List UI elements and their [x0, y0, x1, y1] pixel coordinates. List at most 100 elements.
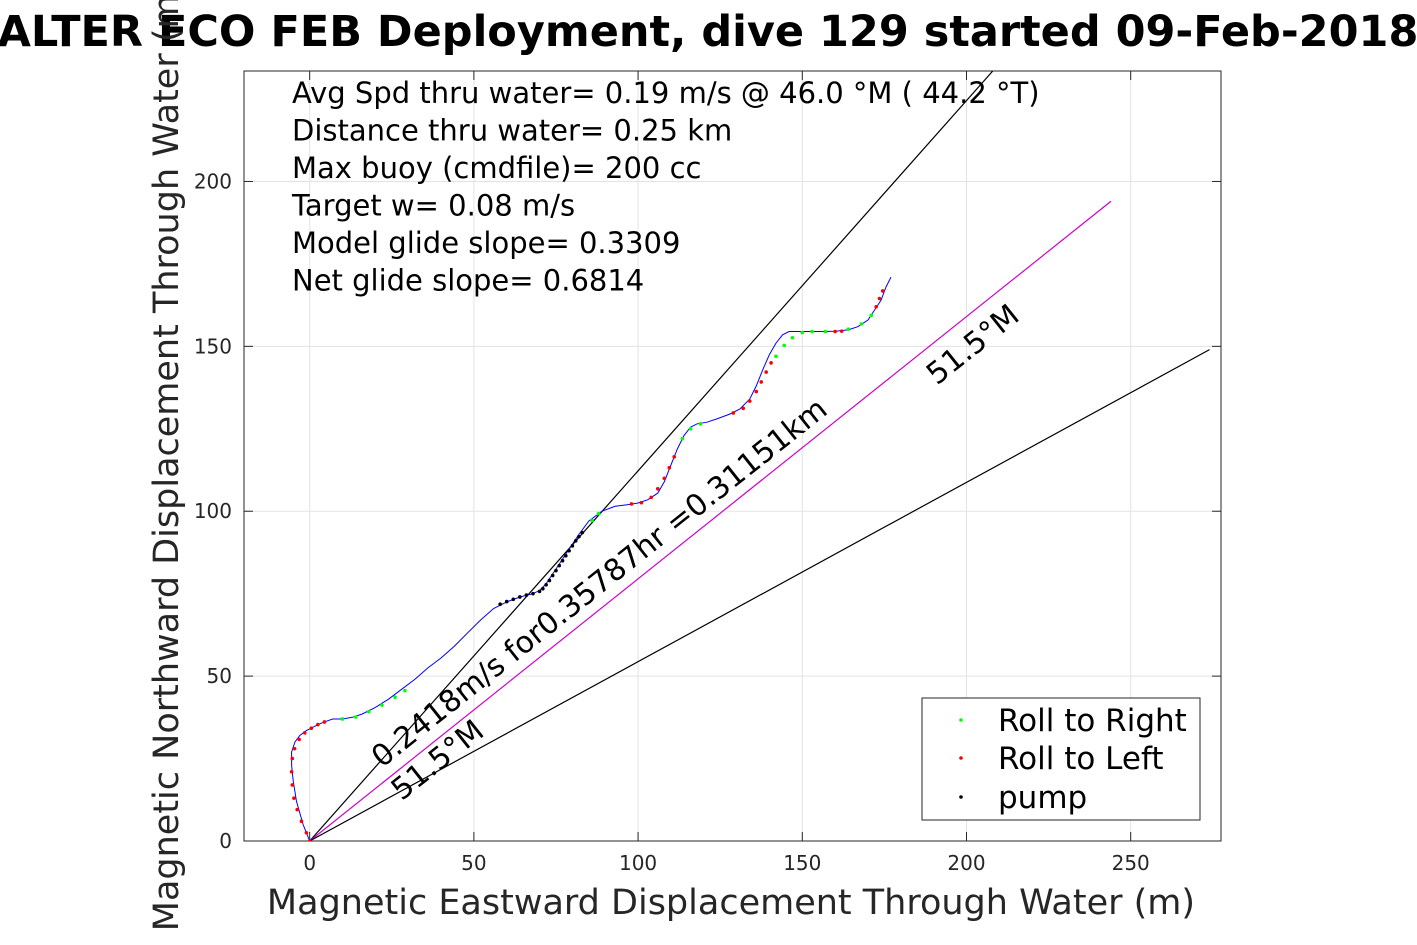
- pump-point: [544, 582, 548, 587]
- roll-to-left-point: [877, 296, 882, 301]
- roll-to-right-point: [353, 715, 358, 719]
- roll-to-left-point: [316, 722, 320, 727]
- y-tick-label: 100: [194, 499, 232, 523]
- roll-to-left-point: [759, 380, 764, 384]
- legend-label-roll-right: Roll to Right: [998, 703, 1187, 739]
- roll-to-left-point: [292, 796, 296, 800]
- roll-to-right-point: [800, 330, 805, 335]
- roll-to-left-point: [295, 807, 300, 812]
- x-tick-label: 0: [303, 851, 316, 875]
- roll-to-left-point: [747, 399, 752, 403]
- axis-ticks: 0 50 100 150 200 250 0 50 100 150 200: [194, 71, 1221, 875]
- x-axis-label: Magnetic Eastward Displacement Through W…: [267, 883, 1195, 923]
- x-tick-label: 150: [783, 851, 821, 875]
- roll-to-left-point: [769, 361, 773, 365]
- roll-to-left-point: [290, 783, 295, 787]
- x-tick-label: 250: [1112, 851, 1150, 875]
- legend-marker-roll-right: [959, 718, 963, 722]
- upper-bound-line: [309, 71, 994, 841]
- roll-to-right-point: [782, 343, 787, 348]
- grid: [244, 71, 1221, 842]
- stat-line: Model glide slope= 0.3309: [292, 226, 680, 260]
- track-line: [291, 276, 892, 841]
- roll-to-left-point: [297, 737, 301, 742]
- roll-to-right-point: [823, 329, 828, 334]
- pump-point: [537, 589, 542, 594]
- y-tick-label: 0: [219, 829, 232, 853]
- roll-to-left-point: [754, 389, 759, 394]
- legend-marker-pump: [959, 795, 963, 799]
- roll-to-left-point: [304, 830, 309, 835]
- y-tick-label: 200: [194, 169, 232, 193]
- pump-point: [567, 549, 571, 553]
- roll-to-left-point: [292, 746, 297, 751]
- chart-title: ALTER ECO FEB Deployment, dive 129 start…: [0, 7, 1417, 57]
- roll-to-left-point: [639, 500, 644, 505]
- roll-to-left-point: [290, 756, 295, 761]
- roll-to-right-point: [596, 511, 601, 516]
- stat-line: Avg Spd thru water= 0.19 m/s @ 46.0 °M (…: [292, 76, 1040, 110]
- pump-point: [557, 563, 562, 568]
- roll-to-right-point: [810, 329, 814, 334]
- dive-stats: Avg Spd thru water= 0.19 m/s @ 46.0 °M (…: [291, 76, 1040, 298]
- y-axis-label: Magnetic Northward Displacement Through …: [147, 0, 187, 931]
- stat-line: Max buoy (cmdfile)= 200 cc: [292, 151, 701, 185]
- roll-to-right-point: [698, 422, 703, 426]
- pump-point: [518, 595, 522, 599]
- pump-point: [550, 573, 555, 578]
- roll-to-left-point: [741, 406, 745, 411]
- legend-label-pump: pump: [998, 780, 1087, 816]
- roll-to-left-point: [307, 839, 312, 841]
- roll-to-left-point: [874, 304, 878, 309]
- x-tick-label: 50: [461, 851, 486, 875]
- roll-to-right-point: [590, 518, 594, 523]
- roll-to-left-point: [833, 329, 837, 334]
- y-tick-label: 150: [194, 334, 232, 358]
- legend-marker-roll-left: [959, 756, 963, 760]
- roll-to-right-point: [774, 354, 778, 359]
- pump-point: [580, 530, 585, 535]
- roll-to-right-point: [380, 703, 384, 707]
- roll-to-right-point: [340, 717, 345, 721]
- legend-box: [921, 697, 1201, 821]
- roll-to-left-point: [649, 495, 654, 500]
- reference-lines: [309, 71, 1210, 841]
- roll-to-right-point: [403, 688, 407, 693]
- roll-to-left-point: [309, 726, 314, 731]
- roll-to-right-point: [680, 436, 685, 441]
- stat-line: Distance thru water= 0.25 km: [292, 114, 732, 148]
- heading-line-line: [309, 200, 1112, 841]
- stat-line: Target w= 0.08 m/s: [291, 189, 575, 223]
- series-layer: [289, 276, 892, 841]
- roll-to-left-point: [322, 720, 327, 724]
- roll-to-left-point: [289, 769, 294, 774]
- x-tick-label: 200: [947, 851, 985, 875]
- pump-point: [564, 553, 568, 558]
- pump-point: [498, 602, 502, 607]
- roll-to-left-point: [839, 329, 844, 333]
- roll-to-left-point: [667, 465, 672, 470]
- pump-point: [531, 591, 535, 596]
- roll-to-left-point: [764, 370, 768, 374]
- pump-point: [541, 586, 545, 591]
- roll-to-left-point: [880, 289, 885, 293]
- legend-label-roll-left: Roll to Left: [998, 741, 1164, 777]
- roll-to-right-point: [688, 426, 693, 431]
- pump-point: [511, 597, 516, 602]
- y-tick-label: 50: [207, 664, 232, 688]
- roll-to-right-point: [393, 695, 397, 700]
- roll-to-left-point: [662, 476, 667, 481]
- roll-to-left-point: [299, 819, 304, 824]
- pump-point: [554, 568, 558, 573]
- pump-point: [577, 534, 581, 539]
- legend: Roll to Right Roll to Left pump: [921, 697, 1201, 821]
- pump-point: [504, 599, 509, 604]
- lower-bound-line: [309, 349, 1210, 841]
- roll-to-right-point: [366, 709, 371, 714]
- roll-to-right-point: [790, 335, 795, 340]
- roll-to-left-point: [655, 487, 660, 491]
- pump-point: [573, 539, 578, 543]
- roll-to-left-point: [731, 411, 736, 415]
- roll-to-right-point: [846, 327, 851, 332]
